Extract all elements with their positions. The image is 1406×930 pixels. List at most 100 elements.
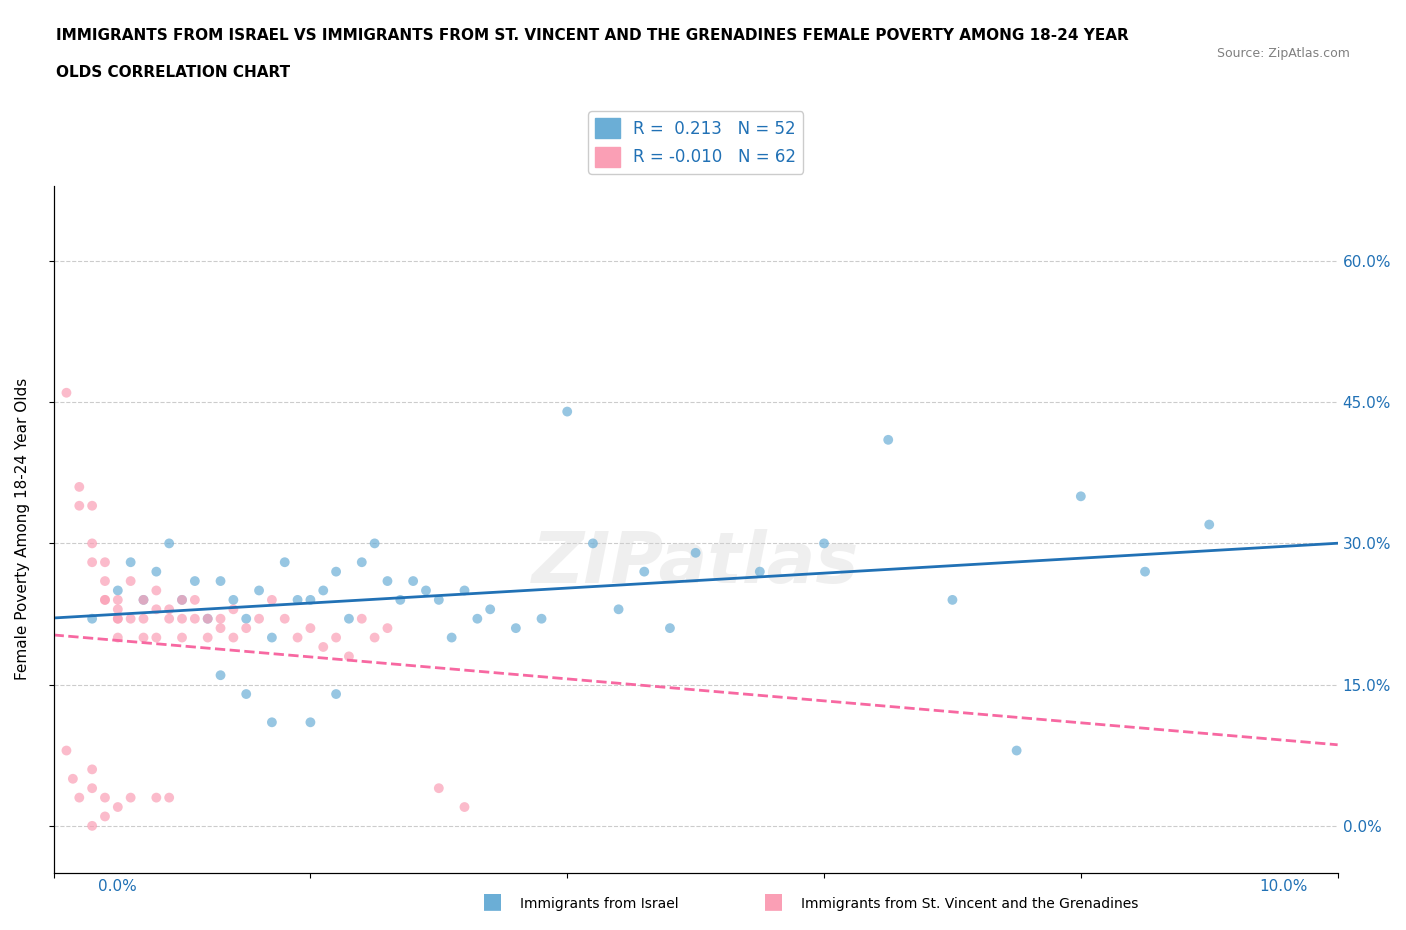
Point [222, 602, 245, 617]
Text: Immigrants from Israel: Immigrants from Israel [520, 897, 679, 911]
Text: IMMIGRANTS FROM ISRAEL VS IMMIGRANTS FROM ST. VINCENT AND THE GRENADINES FEMALE : IMMIGRANTS FROM ISRAEL VS IMMIGRANTS FRO… [56, 28, 1129, 43]
Point [82, 536, 104, 551]
Point [107, 611, 129, 626]
Point [440, 631, 463, 645]
Point [222, 631, 245, 645]
Point [427, 781, 450, 796]
Point [94, 809, 117, 824]
Point [67, 498, 90, 513]
Point [427, 592, 450, 607]
Point [82, 762, 104, 777]
Point [157, 602, 180, 617]
Point [107, 611, 129, 626]
Point [363, 631, 385, 645]
Point [337, 649, 360, 664]
Point [555, 405, 578, 419]
Point [209, 620, 232, 635]
Point [479, 602, 502, 617]
Point [299, 620, 322, 635]
Point [82, 611, 104, 626]
Point [209, 611, 232, 626]
Point [55, 385, 77, 400]
Point [94, 555, 117, 570]
Text: ■: ■ [763, 891, 783, 911]
Text: ■: ■ [482, 891, 502, 911]
Point [363, 536, 385, 551]
Point [184, 611, 207, 626]
Point [197, 611, 219, 626]
Point [350, 611, 373, 626]
Point [530, 611, 553, 626]
Point [145, 602, 167, 617]
Point [94, 574, 117, 589]
Point [813, 536, 835, 551]
Point [325, 565, 347, 579]
Point [170, 592, 193, 607]
Point [132, 611, 155, 626]
Point [197, 611, 219, 626]
Point [685, 545, 707, 560]
Point [157, 790, 180, 805]
Point [107, 583, 129, 598]
Point [505, 620, 527, 635]
Point [120, 555, 142, 570]
Text: Source: ZipAtlas.com: Source: ZipAtlas.com [1216, 46, 1350, 60]
Point [82, 781, 104, 796]
Point [62, 771, 84, 786]
Point [312, 640, 335, 655]
Text: 10.0%: 10.0% [1260, 879, 1308, 894]
Point [877, 432, 900, 447]
Point [287, 631, 309, 645]
Point [170, 611, 193, 626]
Point [274, 555, 297, 570]
Point [337, 611, 360, 626]
Point [260, 592, 283, 607]
Point [145, 631, 167, 645]
Point [184, 592, 207, 607]
Point [120, 611, 142, 626]
Point [299, 715, 322, 730]
Point [247, 583, 270, 598]
Point [467, 611, 489, 626]
Point [145, 565, 167, 579]
Point [402, 574, 425, 589]
Point [209, 574, 232, 589]
Point [1070, 489, 1092, 504]
Point [453, 583, 475, 598]
Point [145, 583, 167, 598]
Text: OLDS CORRELATION CHART: OLDS CORRELATION CHART [56, 65, 291, 80]
Point [82, 498, 104, 513]
Point [607, 602, 630, 617]
Point [157, 611, 180, 626]
Legend: R =  0.213   N = 52, R = -0.010   N = 62: R = 0.213 N = 52, R = -0.010 N = 62 [588, 112, 803, 174]
Point [389, 592, 412, 607]
Point [453, 800, 475, 815]
Point [247, 611, 270, 626]
Point [633, 565, 655, 579]
Point [350, 555, 373, 570]
Point [209, 668, 232, 683]
Point [170, 592, 193, 607]
Point [107, 800, 129, 815]
Point [197, 631, 219, 645]
Point [260, 715, 283, 730]
Text: Immigrants from St. Vincent and the Grenadines: Immigrants from St. Vincent and the Gren… [801, 897, 1139, 911]
Point [132, 592, 155, 607]
Point [67, 790, 90, 805]
Point [274, 611, 297, 626]
Point [107, 602, 129, 617]
Point [299, 592, 322, 607]
Point [941, 592, 963, 607]
Point [1005, 743, 1028, 758]
Point [184, 574, 207, 589]
Point [325, 631, 347, 645]
Point [325, 686, 347, 701]
Point [120, 574, 142, 589]
Point [312, 583, 335, 598]
Point [748, 565, 770, 579]
Point [55, 743, 77, 758]
Point [132, 592, 155, 607]
Point [235, 686, 257, 701]
Point [415, 583, 437, 598]
Point [222, 592, 245, 607]
